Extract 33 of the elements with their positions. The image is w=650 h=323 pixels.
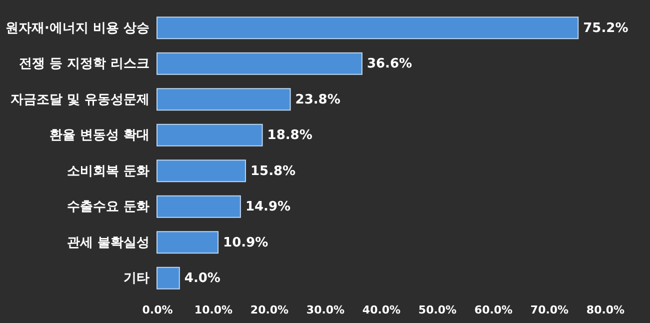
data-label: 14.9% [245,200,291,215]
y-tick-label: 원자재·에너지 비용 상승 [6,20,150,36]
x-tick-label: 60.0% [474,304,513,316]
y-tick-label: 자금조달 및 유동성문제 [10,92,150,108]
data-label: 75.2% [583,20,628,36]
data-label: 15.8% [250,164,296,179]
bar [156,124,263,146]
x-tick-label: 20.0% [250,304,289,316]
bar [156,160,246,182]
x-tick-label: 30.0% [306,304,345,316]
x-tick-label: 50.0% [418,304,457,316]
y-tick-label: 전쟁 등 지정학 리스크 [18,56,150,72]
x-tick-label: 0.0% [142,304,173,316]
bar [156,16,579,40]
data-label: 18.8% [267,128,312,144]
x-tick-label: 10.0% [194,304,233,316]
bar [156,195,241,218]
bar [156,88,291,111]
bar [156,266,180,290]
data-label: 23.8% [295,92,340,108]
y-tick-label: 수출수요 둔화 [66,200,150,215]
x-tick-label: 40.0% [362,304,401,316]
y-tick-label: 소비회복 둔화 [66,164,150,179]
y-tick-label: 관세 불확실성 [66,235,150,250]
data-label: 10.9% [223,235,268,250]
y-tick-label: 환율 변동성 확대 [49,128,150,144]
x-tick-label: 70.0% [530,304,569,316]
x-tick-label: 80.0% [586,304,625,316]
data-label: 36.6% [366,56,412,72]
data-label: 4.0% [184,271,220,286]
bar [156,231,219,254]
y-tick-label: 기타 [124,271,150,286]
bar [156,52,362,75]
